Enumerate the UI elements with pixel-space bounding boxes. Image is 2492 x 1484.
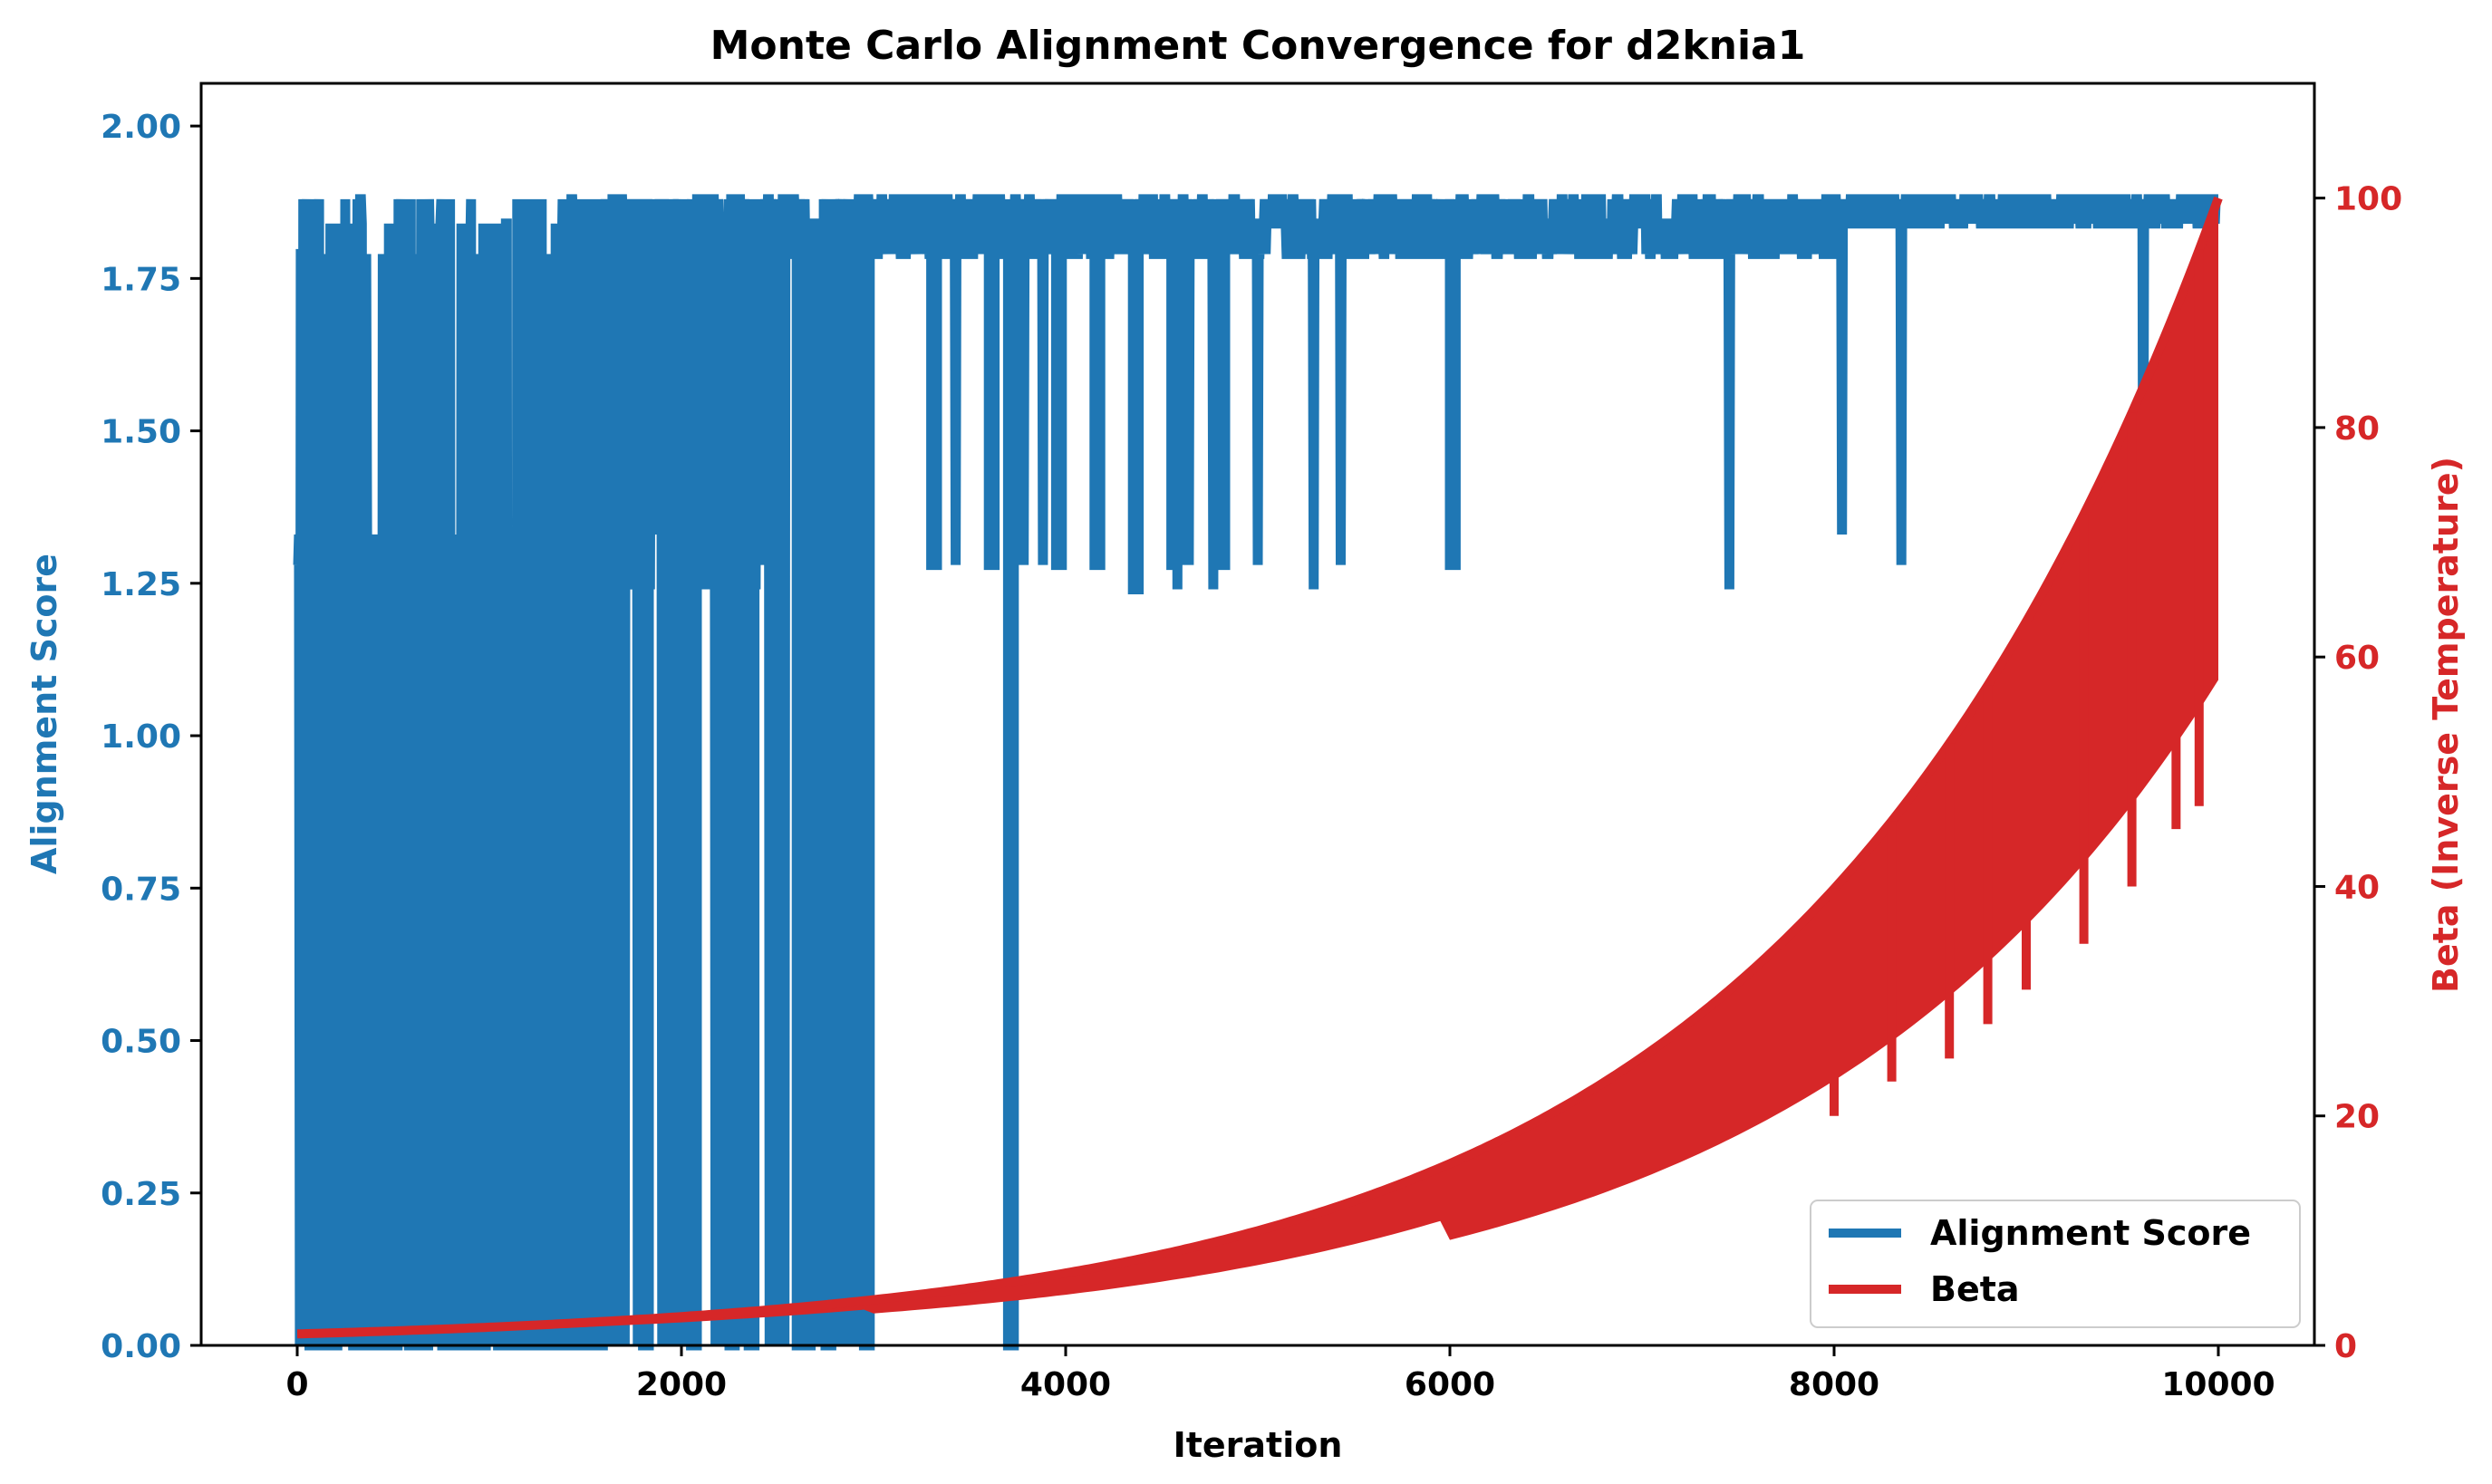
legend: Alignment Score Beta xyxy=(1810,1200,2301,1328)
y-left-tick-label-1.25: 1.25 xyxy=(101,566,181,603)
y-right-tick-label-0: 0 xyxy=(2334,1328,2357,1365)
y-left-tick-label-0.75: 0.75 xyxy=(101,871,181,908)
y-left-tick-label-1.50: 1.50 xyxy=(101,414,181,451)
beta-line xyxy=(296,196,2223,1339)
y-right-tick-label-40: 40 xyxy=(2334,869,2380,906)
y-right-tick-label-100: 100 xyxy=(2334,181,2402,218)
legend-beta-label: Beta xyxy=(1930,1269,2020,1309)
y-left-tick-label-1.75: 1.75 xyxy=(101,261,181,298)
legend-box xyxy=(1810,1200,2301,1328)
x-tick-label-4000: 4000 xyxy=(1020,1366,1111,1403)
y-right-tick-label-20: 20 xyxy=(2334,1099,2380,1136)
y-right-tick-label-60: 60 xyxy=(2334,640,2380,677)
legend-alignment-label: Alignment Score xyxy=(1930,1213,2251,1253)
y-left-tick-label-1.00: 1.00 xyxy=(101,718,181,756)
chart-title: Monte Carlo Alignment Convergence for d2… xyxy=(710,23,1806,69)
x-tick-label-6000: 6000 xyxy=(1405,1366,1495,1403)
y-left-tick-label-0.50: 0.50 xyxy=(101,1024,181,1061)
plot-frame xyxy=(199,82,2316,1347)
y-right-tick-label-80: 80 xyxy=(2334,410,2380,448)
y-left-tick-label-0.25: 0.25 xyxy=(101,1176,181,1213)
x-tick-label-8000: 8000 xyxy=(1789,1366,1879,1403)
x-tick-label-2000: 2000 xyxy=(636,1366,727,1403)
y-left-tick-label-0.00: 0.00 xyxy=(101,1328,181,1365)
beta-band xyxy=(297,198,2218,1336)
x-tick-label-0: 0 xyxy=(285,1366,308,1403)
x-tick-label-10000: 10000 xyxy=(2161,1366,2275,1403)
y-left-axis-label: Alignment Score xyxy=(24,554,64,874)
x-axis-label: Iteration xyxy=(1174,1425,1343,1465)
y-right-axis-label: Beta (Inverse Temperature) xyxy=(2426,457,2466,993)
y-left-tick-label-2.00: 2.00 xyxy=(101,109,181,146)
